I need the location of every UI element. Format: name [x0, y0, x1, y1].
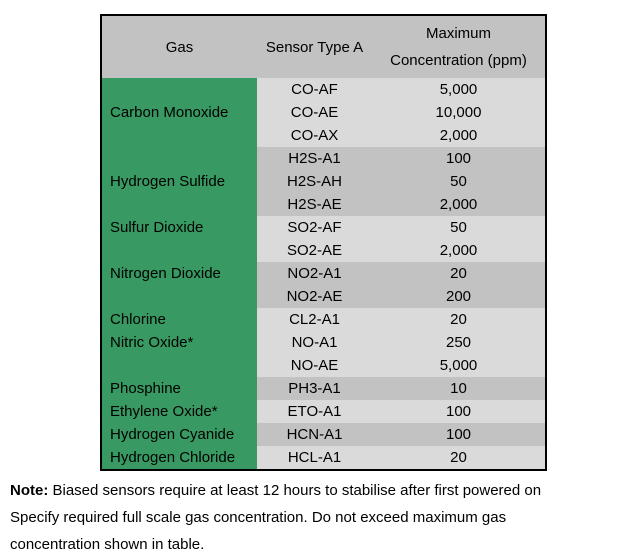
- gas-cell: Hydrogen Chloride: [102, 446, 257, 469]
- gas-cell: Phosphine: [102, 377, 257, 400]
- sensor-type-cell: H2S-AH: [257, 170, 372, 193]
- max-concentration-cell: 5,000: [372, 78, 545, 101]
- max-concentration-cell: 100: [372, 400, 545, 423]
- max-concentration-cell: 2,000: [372, 124, 545, 147]
- sensor-type-cell: NO2-A1: [257, 262, 372, 285]
- max-concentration-cell: 250: [372, 331, 545, 354]
- gas-cell: [102, 285, 257, 308]
- gas-cell: [102, 354, 257, 377]
- table-row: Chlorine CL2-A1 20: [102, 308, 545, 331]
- sensor-type-cell: NO-A1: [257, 331, 372, 354]
- max-concentration-header-line2: Concentration (ppm): [390, 52, 527, 69]
- max-concentration-cell: 50: [372, 216, 545, 239]
- sensor-type-cell: CL2-A1: [257, 308, 372, 331]
- note-text: Note: Biased sensors require at least 12…: [10, 477, 610, 558]
- sensor-type-cell: SO2-AF: [257, 216, 372, 239]
- sensor-type-cell: H2S-AE: [257, 193, 372, 216]
- sensor-type-cell: NO2-AE: [257, 285, 372, 308]
- note-label: Note:: [10, 482, 49, 499]
- table-row: CO-AF 5,000: [102, 78, 545, 101]
- note-line-3: concentration shown in table.: [10, 536, 205, 553]
- max-concentration-cell: 20: [372, 262, 545, 285]
- max-concentration-cell: 100: [372, 147, 545, 170]
- sensor-type-cell: HCL-A1: [257, 446, 372, 469]
- gas-cell: Hydrogen Sulfide: [102, 170, 257, 193]
- sensor-type-cell: ETO-A1: [257, 400, 372, 423]
- gas-cell: Carbon Monoxide: [102, 101, 257, 124]
- gas-cell: Hydrogen Cyanide: [102, 423, 257, 446]
- table-row: CO-AX 2,000: [102, 124, 545, 147]
- max-concentration-cell: 5,000: [372, 354, 545, 377]
- max-concentration-cell: 20: [372, 446, 545, 469]
- gas-cell: Nitric Oxide*: [102, 331, 257, 354]
- table-row: Carbon Monoxide CO-AE 10,000: [102, 101, 545, 124]
- gas-cell: Ethylene Oxide*: [102, 400, 257, 423]
- table-row: Ethylene Oxide* ETO-A1 100: [102, 400, 545, 423]
- table-row: Phosphine PH3-A1 10: [102, 377, 545, 400]
- table-row: Nitrogen Dioxide NO2-A1 20: [102, 262, 545, 285]
- sensor-type-cell: CO-AE: [257, 101, 372, 124]
- max-concentration-header-line1: Maximum: [425, 25, 491, 42]
- table-row: SO2-AE 2,000: [102, 239, 545, 262]
- sensor-type-cell: SO2-AE: [257, 239, 372, 262]
- table-row: Sulfur Dioxide SO2-AF 50: [102, 216, 545, 239]
- gas-cell: [102, 78, 257, 101]
- gas-cell: Sulfur Dioxide: [102, 216, 257, 239]
- sensor-type-cell: CO-AF: [257, 78, 372, 101]
- max-concentration-cell: 50: [372, 170, 545, 193]
- sensor-type-cell: NO-AE: [257, 354, 372, 377]
- gas-cell: [102, 239, 257, 262]
- table-header-row: Gas Sensor Type A Maximum Concentration …: [102, 16, 545, 78]
- gas-cell: Chlorine: [102, 308, 257, 331]
- max-concentration-cell: 2,000: [372, 193, 545, 216]
- max-concentration-cell: 10,000: [372, 101, 545, 124]
- gas-cell: Nitrogen Dioxide: [102, 262, 257, 285]
- sensor-type-cell: CO-AX: [257, 124, 372, 147]
- gas-sensor-table: Gas Sensor Type A Maximum Concentration …: [100, 14, 547, 471]
- table-row: H2S-A1 100: [102, 147, 545, 170]
- table-body: CO-AF 5,000 Carbon Monoxide CO-AE 10,000 CO-A…: [102, 78, 545, 469]
- column-header-sensor-type: Sensor Type A: [265, 38, 364, 56]
- max-concentration-cell: 20: [372, 308, 545, 331]
- sensor-type-cell: H2S-A1: [257, 147, 372, 170]
- table-row: Nitric Oxide* NO-A1 250: [102, 331, 545, 354]
- sensor-type-cell: PH3-A1: [257, 377, 372, 400]
- table-row: Hydrogen Sulfide H2S-AH 50: [102, 170, 545, 193]
- column-header-gas: Gas: [165, 38, 194, 56]
- note-line-2: Specify required full scale gas concentr…: [10, 509, 507, 526]
- table-row: Hydrogen Chloride HCL-A1 20: [102, 446, 545, 469]
- table-row: H2S-AE 2,000: [102, 193, 545, 216]
- table-row: Hydrogen Cyanide HCN-A1 100: [102, 423, 545, 446]
- table-row: NO2-AE 200: [102, 285, 545, 308]
- table-row: NO-AE 5,000: [102, 354, 545, 377]
- note-line-1: Note: Biased sensors require at least 12…: [10, 482, 542, 499]
- max-concentration-cell: 10: [372, 377, 545, 400]
- gas-cell: [102, 124, 257, 147]
- max-concentration-cell: 2,000: [372, 239, 545, 262]
- max-concentration-cell: 200: [372, 285, 545, 308]
- max-concentration-cell: 100: [372, 423, 545, 446]
- sensor-type-cell: HCN-A1: [257, 423, 372, 446]
- gas-cell: [102, 193, 257, 216]
- gas-cell: [102, 147, 257, 170]
- column-header-max-concentration: Maximum Concentration (ppm): [372, 16, 545, 78]
